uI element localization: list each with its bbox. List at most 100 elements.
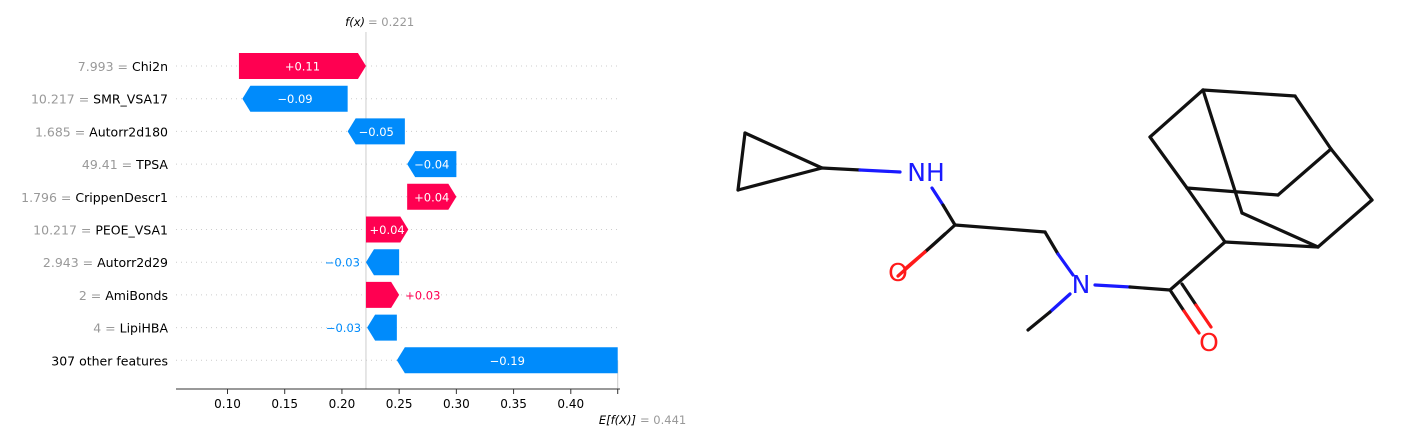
ex-label: E[f(X)] xyxy=(599,413,636,427)
feature-name: 307 other features xyxy=(51,353,168,368)
ex-value: = 0.441 xyxy=(640,413,686,427)
bond xyxy=(743,131,824,170)
bond xyxy=(1185,186,1227,244)
waterfall-bar-autorr2d180 xyxy=(347,118,405,145)
x-tick-label: 0.10 xyxy=(214,397,241,411)
bond xyxy=(1276,147,1333,197)
bar-value-label: −0.05 xyxy=(359,125,394,139)
feature-label: 1.796 = CrippenDescr1 xyxy=(21,190,168,205)
x-tick-label: 0.20 xyxy=(329,397,356,411)
bond xyxy=(1293,94,1333,151)
fx-value: = 0.221 xyxy=(368,15,414,29)
bond xyxy=(1182,309,1201,335)
atom-o-right: O xyxy=(1199,328,1219,357)
bond xyxy=(1048,292,1072,314)
bond xyxy=(1168,288,1186,313)
bond xyxy=(1026,310,1052,332)
feature-name: TPSA xyxy=(135,157,168,172)
bar-value-label: +0.04 xyxy=(370,223,405,237)
feature-value: 49.41 = xyxy=(82,157,136,172)
feature-value: 10.217 = xyxy=(33,223,95,238)
fx-label: f(x) xyxy=(345,15,365,29)
feature-name: LipiHBA xyxy=(120,321,169,336)
feature-label: 1.685 = Autorr2d180 xyxy=(35,124,168,139)
bar-value-label: −0.19 xyxy=(490,354,525,368)
feature-name: PEOE_VSA1 xyxy=(95,223,168,238)
bond xyxy=(1168,240,1227,292)
bond xyxy=(941,203,957,227)
x-tick-label: 0.25 xyxy=(386,397,413,411)
bond xyxy=(1240,211,1320,249)
bond xyxy=(1148,88,1205,139)
bond xyxy=(1201,88,1297,98)
bond xyxy=(1043,230,1060,256)
bond xyxy=(1180,282,1198,307)
waterfall-bar-peoe-vsa1 xyxy=(365,216,409,243)
waterfall-bar-lipihba xyxy=(367,314,397,341)
bar-value-label: −0.03 xyxy=(325,256,360,270)
feature-name: AmiBonds xyxy=(105,288,168,303)
atom-o-left: O xyxy=(888,258,908,287)
waterfall-bar-tpsa xyxy=(407,151,457,178)
bar-value-label: +0.04 xyxy=(414,190,449,204)
feature-name: Chi2n xyxy=(132,59,168,74)
feature-value: 1.796 = xyxy=(21,190,75,205)
bond xyxy=(736,166,824,192)
feature-name: Autorr2d180 xyxy=(89,124,168,139)
bond xyxy=(1093,283,1132,289)
bond xyxy=(1148,135,1189,190)
bond xyxy=(1194,303,1213,329)
waterfall-bar-chi2n xyxy=(238,53,366,79)
x-tick-label: 0.15 xyxy=(271,397,298,411)
x-tick-label: 0.35 xyxy=(500,397,527,411)
waterfall-bar-crippendescr1 xyxy=(407,183,457,210)
waterfall-bar-smr-vsa17 xyxy=(242,85,348,112)
bond xyxy=(953,223,1047,234)
bond xyxy=(820,166,862,172)
feature-label: 2 = AmiBonds xyxy=(79,288,168,303)
waterfall-bar-autorr2d29 xyxy=(365,249,400,276)
feature-label: 7.993 = Chi2n xyxy=(78,59,168,74)
bar-value-label: −0.03 xyxy=(326,321,361,335)
feature-label: 4 = LipiHBA xyxy=(93,321,168,336)
feature-value: 2 = xyxy=(79,288,105,303)
bond xyxy=(858,168,902,174)
feature-value: 7.993 = xyxy=(78,59,132,74)
bar-value-label: +0.03 xyxy=(405,288,440,302)
feature-value: 2.943 = xyxy=(43,255,97,270)
waterfall-bar-307-other-features xyxy=(396,347,618,374)
bond xyxy=(896,250,927,278)
bond xyxy=(1223,240,1320,249)
bar-value-label: +0.11 xyxy=(285,60,320,74)
feature-name: CrippenDescr1 xyxy=(75,190,168,205)
bond xyxy=(1329,147,1374,202)
atom-nh: NH xyxy=(907,158,945,187)
feature-name: SMR_VSA17 xyxy=(93,92,168,107)
feature-value: 10.217 = xyxy=(31,92,93,107)
bond xyxy=(930,186,945,207)
waterfall-bar-amibonds xyxy=(365,281,400,308)
feature-label: 10.217 = SMR_VSA17 xyxy=(31,92,168,107)
bond xyxy=(1128,285,1172,292)
feature-label: 10.217 = PEOE_VSA1 xyxy=(33,223,168,238)
bond xyxy=(1201,88,1244,215)
molecule-structure: NH N O O xyxy=(736,88,1374,357)
bar-value-label: −0.04 xyxy=(414,158,449,172)
shap-waterfall-chart: f(x) = 0.221 E[f(X)] = 0.441 +0.11 7.993 … xyxy=(21,15,686,427)
bond xyxy=(736,131,747,192)
bar-value-label: −0.09 xyxy=(277,92,312,106)
feature-label: 49.41 = TPSA xyxy=(82,157,169,172)
feature-label: 307 other features xyxy=(51,353,168,368)
feature-value: 1.685 = xyxy=(35,124,89,139)
feature-name: Autorr2d29 xyxy=(97,255,168,270)
x-tick-label: 0.40 xyxy=(557,397,584,411)
bond xyxy=(923,232,947,254)
bond xyxy=(1056,252,1075,277)
bond xyxy=(1316,198,1374,249)
feature-value: 4 = xyxy=(93,321,119,336)
atom-n: N xyxy=(1072,270,1091,299)
feature-label: 2.943 = Autorr2d29 xyxy=(43,255,168,270)
x-tick-label: 0.30 xyxy=(443,397,470,411)
bond xyxy=(1185,186,1280,197)
